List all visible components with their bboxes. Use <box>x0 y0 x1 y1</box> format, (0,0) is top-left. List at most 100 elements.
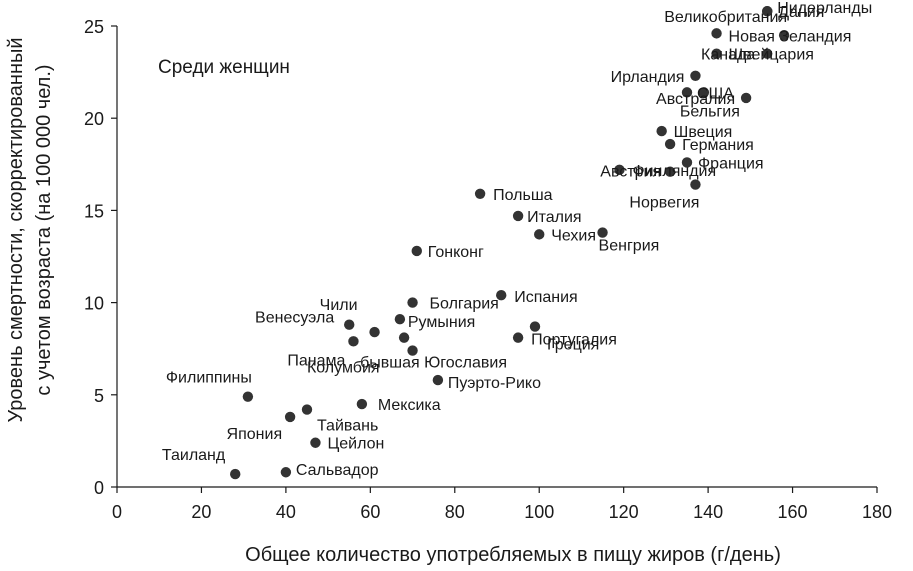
point-label: Швейцария <box>729 47 814 64</box>
point-label: Филиппины <box>166 370 252 387</box>
x-tick-label: 100 <box>524 502 554 522</box>
point-label: Чили <box>320 297 358 314</box>
data-point <box>284 411 296 423</box>
y-tick-label: 0 <box>94 478 104 498</box>
x-tick-label: 60 <box>360 502 380 522</box>
data-point <box>474 188 486 200</box>
point-label: Италия <box>527 209 581 226</box>
data-point <box>348 336 359 347</box>
point-label: Австралия <box>656 91 735 108</box>
x-tick-label: 180 <box>862 502 892 522</box>
y-tick-label: 15 <box>84 201 104 221</box>
point-label: США <box>697 85 734 102</box>
data-point <box>711 48 722 59</box>
data-point <box>411 245 422 257</box>
data-point <box>280 467 292 478</box>
data-point <box>690 70 701 81</box>
data-point <box>230 468 241 480</box>
point-label: Финляндия <box>632 163 716 180</box>
data-point <box>394 313 406 325</box>
data-point <box>711 28 722 39</box>
data-point <box>664 166 676 177</box>
point-label: Болгария <box>430 296 499 313</box>
y-tick-label: 20 <box>84 109 104 129</box>
x-tick-label: 0 <box>112 502 122 522</box>
data-point <box>496 290 507 301</box>
point-label: Германия <box>682 137 754 154</box>
data-point <box>778 30 790 41</box>
y-tick-label: 10 <box>84 294 104 314</box>
point-label: Австрия <box>600 164 661 181</box>
y-axis-ticks: 0 5 10 15 20 25 <box>84 17 117 498</box>
point-label: Греция <box>547 337 599 354</box>
point-label: Польша <box>493 187 553 204</box>
point-label: Испания <box>514 289 578 306</box>
point-label: Швеция <box>674 124 733 141</box>
data-point <box>512 332 524 343</box>
point-label: Румыния <box>408 314 475 331</box>
x-tick-label: 40 <box>276 502 296 522</box>
x-tick-label: 120 <box>609 502 639 522</box>
point-label: Тайвань <box>317 418 378 435</box>
point-label: Чехия <box>551 227 596 244</box>
x-tick-label: 80 <box>445 502 465 522</box>
point-label: Ирландия <box>611 69 685 86</box>
data-point <box>614 164 625 176</box>
data-point <box>681 87 693 98</box>
data-point <box>762 48 773 59</box>
data-point <box>762 6 773 17</box>
data-point <box>369 326 380 338</box>
data-point <box>310 437 321 448</box>
point-label: Нидерланды <box>777 0 872 17</box>
point-label: Новая Зеландия <box>729 28 852 45</box>
data-point <box>398 332 410 343</box>
axes <box>116 26 877 488</box>
point-label: Цейлон <box>327 436 384 453</box>
y-tick-label: 5 <box>94 386 104 406</box>
point-label: Япония <box>227 426 283 443</box>
data-point <box>344 319 355 330</box>
data-point <box>512 210 524 222</box>
data-point <box>407 297 418 308</box>
data-point <box>698 87 710 98</box>
point-label: Канада <box>701 47 755 64</box>
data-point <box>301 404 313 415</box>
x-tick-label: 140 <box>693 502 723 522</box>
point-label: Таиланд <box>162 447 226 464</box>
data-point <box>681 157 693 168</box>
point-labels: Таиланд Сальвадор Цейлон Япония Тайвань Филип… <box>162 0 872 479</box>
data-point <box>664 138 676 150</box>
point-label: Венгрия <box>599 238 660 255</box>
data-point <box>529 321 541 332</box>
point-label: Бельгия <box>680 103 740 120</box>
point-label: Панама <box>287 352 345 369</box>
point-label: Португалия <box>531 332 617 349</box>
data-point <box>356 398 368 410</box>
chart-annotation: Среди женщин <box>158 57 290 78</box>
data-point <box>534 229 545 240</box>
point-label: Великобритания <box>664 9 787 26</box>
point-label: Франция <box>698 155 764 172</box>
point-label: Пуэрто-Рико <box>448 375 541 392</box>
y-tick-label: 25 <box>84 17 104 37</box>
point-label: Дания <box>778 4 824 21</box>
point-label: Колумбия <box>307 360 380 377</box>
x-axis-title: Общее количество употребляемых в пищу жи… <box>245 544 781 566</box>
data-points <box>230 6 790 480</box>
x-axis-ticks: 0 20 40 60 80 100 120 140 160 180 <box>112 487 892 522</box>
point-label: Гонконг <box>428 244 484 261</box>
data-point <box>242 391 254 402</box>
y-axis-title-line-1: Уровень смертности, скорректированный <box>5 37 27 422</box>
point-label: бывшая Югославия <box>360 355 507 372</box>
point-label: Сальвадор <box>296 462 379 479</box>
data-point <box>656 125 667 137</box>
point-label: Венесуэла <box>255 310 334 327</box>
x-tick-label: 20 <box>191 502 211 522</box>
data-point <box>407 345 418 356</box>
data-point <box>597 227 608 238</box>
data-point <box>740 92 752 104</box>
data-point <box>432 374 444 386</box>
point-label: Норвегия <box>629 195 699 212</box>
y-axis-title-line-2: с учетом возраста (на 100 000 чел.) <box>33 64 55 395</box>
